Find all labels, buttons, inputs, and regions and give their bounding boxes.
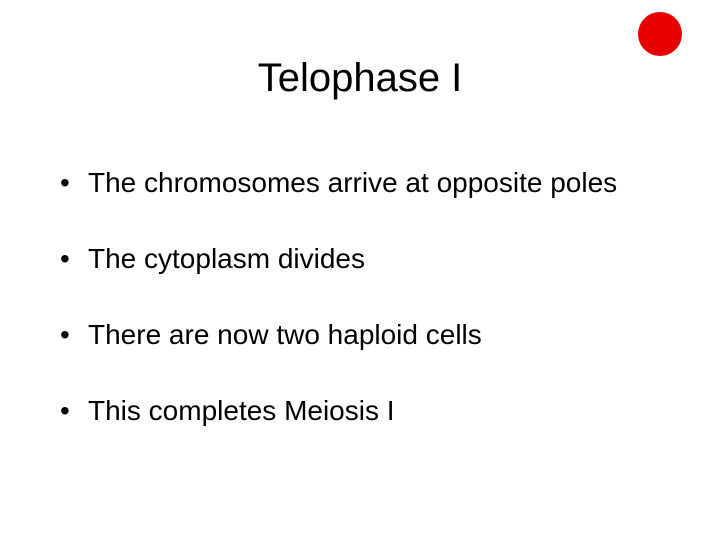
bullet-list: The chromosomes arrive at opposite poles…	[60, 160, 680, 464]
list-item: This completes Meiosis I	[60, 388, 680, 434]
slide-title: Telophase I	[0, 56, 720, 101]
bullet-text: There are now two haploid cells	[88, 319, 482, 350]
list-item: There are now two haploid cells	[60, 312, 680, 358]
red-dot-icon	[638, 12, 682, 56]
list-item: The chromosomes arrive at opposite poles	[60, 160, 680, 206]
bullet-text: The cytoplasm divides	[88, 243, 365, 274]
bullet-text: The chromosomes arrive at opposite poles	[88, 167, 617, 198]
bullet-text: This completes Meiosis I	[88, 395, 395, 426]
list-item: The cytoplasm divides	[60, 236, 680, 282]
slide: Telophase I The chromosomes arrive at op…	[0, 0, 720, 540]
